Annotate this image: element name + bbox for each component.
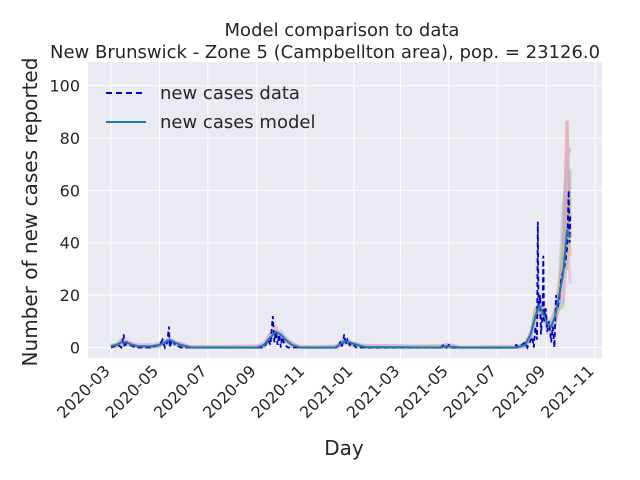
model-series-line xyxy=(110,229,572,349)
y-tick-label: 40 xyxy=(60,234,80,253)
chart-title-line1: Model comparison to data xyxy=(225,20,460,41)
series-layer xyxy=(110,190,572,351)
y-axis-label: Number of new cases reported xyxy=(18,58,42,367)
y-tick-label: 60 xyxy=(60,181,80,200)
legend-data-label: new cases data xyxy=(160,83,300,104)
plot-area xyxy=(88,62,602,358)
y-tick-label: 100 xyxy=(49,77,80,96)
x-tick-label: 2021-07 xyxy=(439,361,500,422)
legend-model-label: new cases model xyxy=(160,112,315,133)
y-tick-label: 0 xyxy=(70,339,80,358)
x-axis-label: Day xyxy=(324,436,364,460)
y-tick-label: 20 xyxy=(60,286,80,305)
x-tick-label: 2021-11 xyxy=(537,361,598,422)
grid-lines xyxy=(88,62,602,358)
legend: new cases data new cases model xyxy=(106,83,315,133)
x-tick-label: 2020-07 xyxy=(150,361,211,422)
y-tick-label: 80 xyxy=(60,129,80,148)
chart-title-line2: New Brunswick - Zone 5 (Campbellton area… xyxy=(50,42,600,63)
x-axis-ticks: 2020-032020-052020-072020-092020-112021-… xyxy=(53,361,598,422)
y-axis-ticks: 0 20 40 60 80 100 xyxy=(49,77,80,358)
data-series-line xyxy=(110,190,572,351)
